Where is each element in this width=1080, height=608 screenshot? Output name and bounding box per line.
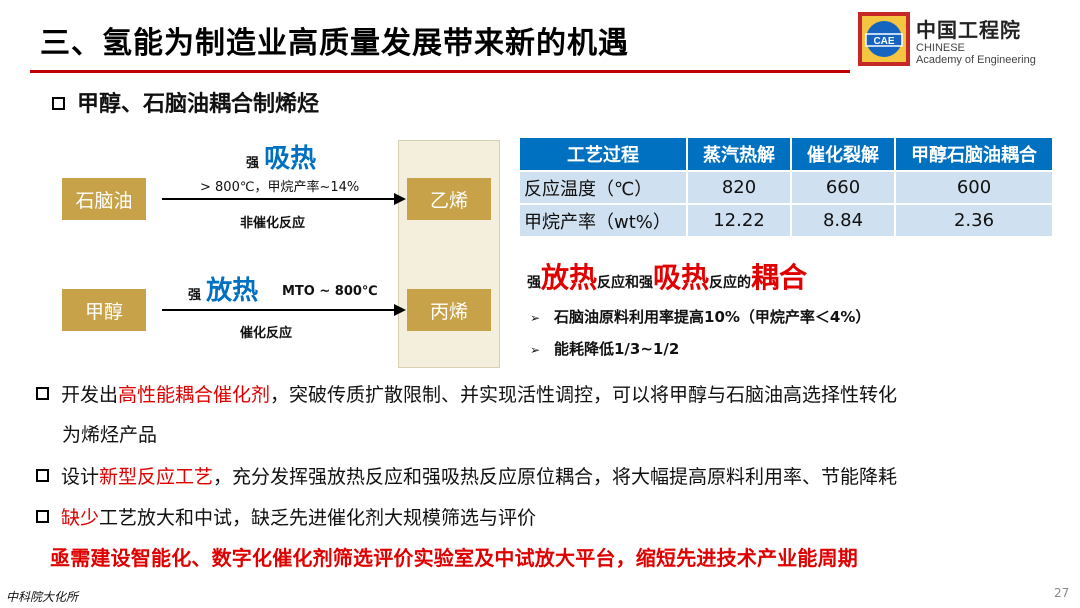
process-table: 工艺过程 蒸汽热解 催化裂解 甲醇石脑油耦合 反应温度（℃） 820 660 6… [518,136,1054,238]
product-band [398,140,500,368]
table-header-cell: 工艺过程 [518,136,688,172]
product-box-propylene: 丙烯 [407,289,491,331]
top-heat-label: 强 吸热 [246,138,316,175]
bottom-strength: 强 [188,288,202,303]
top-condition: > 800℃，甲烷产率~14% [200,180,360,195]
logo-cn-text: 中国工程院 [916,18,1021,42]
coupling-part: 吸热 [653,261,710,294]
checkbox-icon [52,96,65,110]
top-reaction: 非催化反应 [240,216,306,231]
table-cell: 甲烷产率（wt%） [518,203,688,238]
table-cell: 2.36 [894,203,1054,238]
coupling-bullet-text: 能耗降低1/3~1/2 [554,340,680,358]
table-header-cell: 甲醇石脑油耦合 [894,136,1054,172]
table-header-cell: 催化裂解 [790,136,896,172]
top-arrow-line [162,198,396,200]
footer-org: 中科院大化所 [6,590,79,604]
bottom-condition: MTO ~ 800℃ [282,284,378,299]
table-cell: 820 [686,170,792,205]
cae-logo: CAE 中国工程院 CHINESE Academy of Engineering [858,12,1058,72]
checkbox-icon [36,469,49,482]
bottom-effect: 放热 [206,276,259,306]
feed-box-methanol: 甲醇 [62,289,146,331]
coupling-part: 反应的 [709,275,752,291]
table-cell: 反应温度（℃） [518,170,688,205]
bottom-arrow-head-icon [394,304,406,316]
table-cell: 8.84 [790,203,896,238]
table-header-cell: 蒸汽热解 [686,136,792,172]
logo-en-line2: Academy of Engineering [916,54,1036,66]
table-row: 反应温度（℃） 820 660 600 [518,170,1054,205]
point-text: 设计 [61,466,100,488]
point-3: 缺少工艺放大和中试，缺乏先进催化剂大规模筛选与评价 [36,503,536,530]
section-subtitle: 甲醇、石脑油耦合制烯烃 [52,86,319,118]
conclusion-text: 亟需建设智能化、数字化催化剂筛选评价实验室及中试放大平台，缩短先进技术产业能周期 [50,546,858,570]
point-text: 开发出 [61,384,119,406]
point-1: 开发出高性能耦合催化剂，突破传质扩散限制、并实现活性调控，可以将甲醇与石脑油高选… [36,380,897,407]
coupling-bullet-text: 石脑油原料利用率提高10%（甲烷产率＜4%） [554,308,871,326]
bottom-heat-label: 强 放热 [188,270,258,307]
product-box-ethylene: 乙烯 [407,178,491,220]
point-text: ，充分发挥强放热反应和强吸热反应原位耦合，将大幅提高原料利用率、节能降耗 [213,466,898,488]
page-title: 三、氢能为制造业高质量发展带来新的机遇 [40,26,629,61]
top-strength: 强 [246,156,260,171]
title-underline [30,70,850,73]
cae-badge-icon: CAE [858,12,910,66]
table-header-row: 工艺过程 蒸汽热解 催化裂解 甲醇石脑油耦合 [518,136,1054,172]
page-number: 27 [1054,586,1070,600]
arrow-bullet-icon: ➢ [530,343,541,357]
logo-badge-text: CAE [873,36,894,47]
table-cell: 600 [894,170,1054,205]
table-cell: 12.22 [686,203,792,238]
logo-en-line1: CHINESE [916,42,965,54]
table-cell: 660 [790,170,896,205]
coupling-bullet: ➢ 能耗降低1/3~1/2 [530,338,679,359]
point-highlight: 缺少 [61,507,100,529]
bottom-arrow-line [162,309,396,311]
point-highlight: 新型反应工艺 [99,466,214,488]
point-text: 工艺放大和中试，缺乏先进催化剂大规模筛选与评价 [99,507,537,529]
coupling-part: 强 [527,275,541,291]
point-text: ，突破传质扩散限制、并实现活性调控，可以将甲醇与石脑油高选择性转化 [270,384,898,406]
coupling-part: 反应和强 [597,275,654,291]
subtitle-text: 甲醇、石脑油耦合制烯烃 [77,92,320,117]
point-1-cont: 为烯烃产品 [62,424,158,446]
top-arrow-head-icon [394,193,406,205]
table-row: 甲烷产率（wt%） 12.22 8.84 2.36 [518,203,1054,238]
coupling-bullet: ➢ 石脑油原料利用率提高10%（甲烷产率＜4%） [530,306,870,327]
bottom-reaction: 催化反应 [240,326,293,341]
point-2: 设计新型反应工艺，充分发挥强放热反应和强吸热反应原位耦合，将大幅提高原料利用率、… [36,462,897,489]
top-effect: 吸热 [264,144,317,174]
checkbox-icon [36,510,49,523]
checkbox-icon [36,387,49,400]
point-highlight: 高性能耦合催化剂 [118,384,271,406]
coupling-part: 放热 [541,261,598,294]
coupling-part: 耦合 [751,261,808,294]
arrow-bullet-icon: ➢ [530,311,541,325]
feed-box-naphtha: 石脑油 [62,178,146,220]
coupling-headline: 强放热反应和强吸热反应的耦合 [527,256,807,296]
